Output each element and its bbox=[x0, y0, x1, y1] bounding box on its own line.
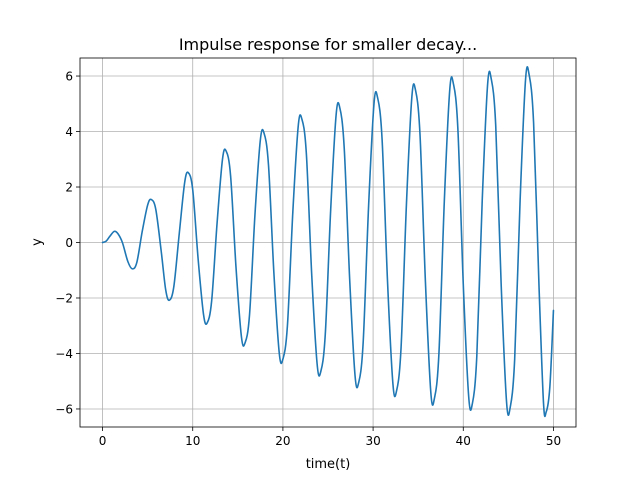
y-tick-label: 6 bbox=[65, 70, 73, 84]
y-tick-label: −6 bbox=[55, 402, 73, 416]
series-line bbox=[101, 66, 555, 418]
chart-title: Impulse response for smaller decay... bbox=[179, 35, 477, 54]
x-tick-label: 50 bbox=[546, 434, 561, 448]
y-tick-label: 0 bbox=[65, 236, 73, 250]
x-tick-label: 30 bbox=[365, 434, 380, 448]
y-tick-label: −4 bbox=[55, 347, 73, 361]
x-tick-label: 10 bbox=[185, 434, 200, 448]
grid bbox=[80, 58, 576, 427]
x-tick-label: 40 bbox=[456, 434, 471, 448]
y-tick-label: −2 bbox=[55, 291, 73, 305]
x-tick-label: 20 bbox=[275, 434, 290, 448]
x-axis-label: time(t) bbox=[306, 457, 351, 472]
x-tick-label: 0 bbox=[99, 434, 107, 448]
series-layer bbox=[101, 66, 555, 418]
y-axis-label: y bbox=[30, 238, 45, 246]
y-tick-label: 4 bbox=[65, 125, 73, 139]
y-tick-label: 2 bbox=[65, 181, 73, 195]
ticks: 0 10 20 30 40 50 −6 −4 −2 0 2 4 6 bbox=[55, 70, 561, 448]
